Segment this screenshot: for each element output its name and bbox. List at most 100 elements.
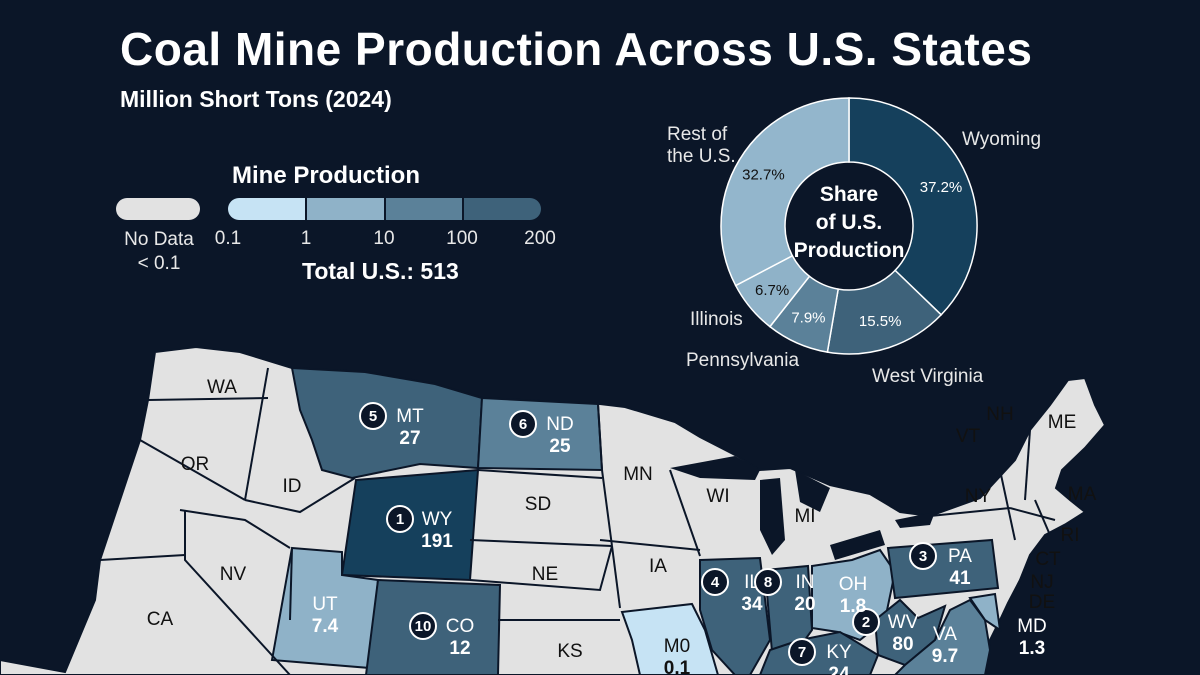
state-label-nj: NJ [1030,572,1053,593]
state-value-mt: 27 [399,428,420,449]
great-lake [830,530,885,560]
state-label-or: OR [181,454,210,475]
state-shape-nd [476,396,604,472]
state-label-ia: IA [649,556,667,577]
state-label-vt: VT [956,426,981,447]
state-border [1024,429,1031,501]
state-border [244,477,356,514]
state-value-va: 9.7 [932,646,958,667]
state-label-wi: WI [706,486,729,507]
great-lake [760,478,785,555]
state-value-ky: 24 [828,664,850,675]
state-label-wv: WV [888,612,919,633]
state-label-ma: MA [1068,484,1097,505]
state-label-ut: UT [312,594,338,615]
state-value-ut: 7.4 [312,616,339,637]
donut-label-west-virginia: West Virginia [872,366,984,387]
rank-number: 3 [919,548,927,565]
donut-slice-rest-of-the-u-s [720,97,850,287]
state-border [184,510,291,675]
state-label-ny: NY [965,486,992,507]
legend-swatch-3 [385,198,465,220]
state-label-oh: OH [839,574,868,595]
state-border [599,539,701,551]
legend-tick: 10 [373,228,395,249]
state-value-oh: 1.8 [840,596,866,617]
state-label-ky: KY [826,642,852,663]
state-shape-md [968,592,1002,633]
rank-badge [701,568,729,596]
legend-tick: 1 [300,228,312,249]
state-value-nd: 25 [549,436,571,457]
state-border [477,469,603,479]
great-lake [670,456,760,480]
legend-no-data-label: No Data < 0.1 [104,228,214,276]
state-border [999,469,1016,541]
legend-tick: 0.1 [214,228,242,249]
state-label-m0: M0 [664,636,690,657]
share-donut-chart: 37.2% 15.5% 7.9%6.7% 32.7% Share of U.S. Pr… [667,97,1041,387]
rank-number: 8 [764,574,772,591]
legend-no-data-line-1: No Data [124,229,194,250]
donut-pct-label: 15.5% [859,313,902,330]
state-border [929,507,1011,517]
state-shape-pa [886,538,1000,600]
state-border [99,554,186,561]
legend-no-data-swatch [116,198,200,220]
state-label-wy: WY [422,509,453,530]
rank-badge [359,402,387,430]
legend-tick: 200 [524,228,556,249]
state-value-co: 12 [449,638,470,659]
legend-swatch-2 [306,198,386,220]
legend-swatch-1 [228,198,307,220]
page-subtitle: Million Short Tons (2024) [120,86,392,112]
state-value-in: 20 [794,594,815,615]
state-va: VA9.7 [932,624,958,667]
rank-badge [909,542,937,570]
state-border [1034,499,1051,536]
state-label-sd: SD [525,494,551,515]
state-border [597,403,613,547]
rank-number: 7 [798,644,806,661]
state-shape-wv [873,598,947,667]
legend-title: Mine Production [232,162,420,189]
state-shape-m0 [620,602,720,675]
state-value-m0: 0.1 [664,658,691,675]
rank-number: 5 [369,408,377,425]
rank-number: 10 [415,618,432,635]
legend-total: Total U.S.: 513 [302,258,459,284]
rank-badge [852,608,880,636]
great-lake [895,512,935,528]
donut-label-illinois: Illinois [690,309,743,330]
state-value-pa: 41 [949,568,971,589]
rank-badge [788,638,816,666]
rank-badge [386,505,414,533]
donut-label-rest-1: Rest of [667,124,728,145]
donut-slice-wyoming [848,97,978,316]
state-border [469,539,613,547]
state-label-ks: KS [557,641,582,662]
state-label-de: DE [1029,592,1055,613]
legend-no-data-line-2: < 0.1 [137,253,181,274]
rank-number: 2 [862,614,870,631]
state-border [139,439,246,501]
state-label-me: ME [1048,412,1077,433]
state-border [1009,507,1056,521]
donut-pct-label: 32.7% [742,166,785,183]
state-label-pa: PA [948,546,972,567]
state-label-nh: NH [986,404,1013,425]
donut-label-wyoming: Wyoming [962,129,1041,150]
state-borders [99,367,1056,675]
state-label-mt: MT [396,406,424,427]
state-label-id: ID [283,476,302,497]
page-title: Coal Mine Production Across U.S. States [120,23,1033,75]
